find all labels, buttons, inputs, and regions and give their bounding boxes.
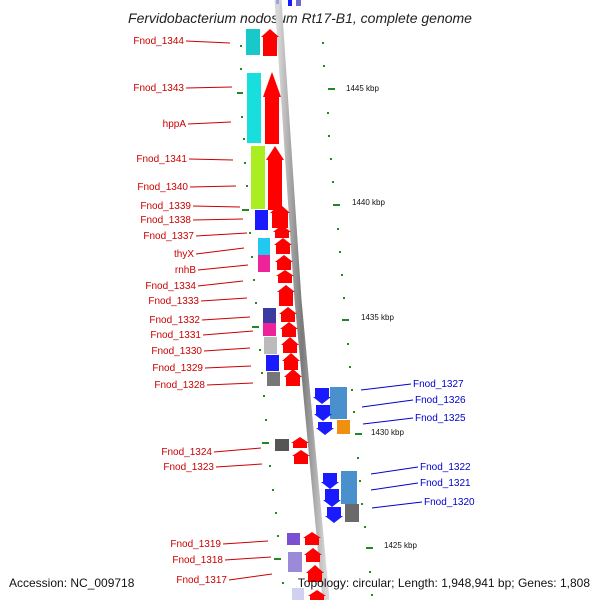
reverse-genes (313, 388, 343, 523)
orf-box[interactable] (330, 387, 347, 419)
gene-label[interactable]: thyX (174, 249, 194, 260)
top-edge-features (276, 0, 301, 6)
gene-label[interactable]: Fnod_1332 (149, 315, 200, 326)
gene-label[interactable]: Fnod_1326 (415, 395, 466, 406)
orf-box[interactable] (251, 146, 265, 209)
orf-box[interactable] (263, 323, 276, 336)
orf-box[interactable] (258, 238, 270, 255)
gene-label[interactable]: Fnod_1341 (136, 154, 187, 165)
gene-label[interactable]: Fnod_1331 (150, 330, 201, 341)
gene-label[interactable]: Fnod_1330 (151, 346, 202, 357)
gene-label[interactable]: Fnod_1324 (161, 447, 212, 458)
orf-box[interactable] (337, 420, 350, 434)
scale-label: 1430 kbp (371, 428, 404, 437)
gene-arrow[interactable] (303, 532, 321, 545)
gene-label[interactable]: Fnod_1323 (163, 462, 214, 473)
gene-label[interactable]: Fnod_1321 (420, 478, 471, 489)
gene-label[interactable]: rnhB (175, 265, 196, 276)
scale-ticks (237, 42, 373, 596)
scale-label: 1425 kbp (384, 541, 417, 550)
orf-box[interactable] (287, 533, 300, 545)
gene-label[interactable]: Fnod_1334 (145, 281, 196, 292)
gene-label[interactable]: Fnod_1327 (413, 379, 464, 390)
gene-label[interactable]: Fnod_1329 (152, 363, 203, 374)
scale-label: 1440 kbp (352, 198, 385, 207)
gene-arrow[interactable] (321, 473, 339, 489)
gene-label[interactable]: Fnod_1318 (172, 555, 223, 566)
gene-label[interactable]: Fnod_1317 (176, 575, 227, 586)
gene-label[interactable]: Fnod_1319 (170, 539, 221, 550)
forward-genes (261, 29, 326, 600)
gene-label[interactable]: Fnod_1337 (143, 231, 194, 242)
scale-label: 1445 kbp (346, 84, 379, 93)
genome-info-text: Topology: circular; Length: 1,948,941 bp… (298, 576, 591, 590)
gene-arrow[interactable] (291, 437, 309, 448)
orf-box[interactable] (266, 355, 279, 371)
orf-box[interactable] (267, 372, 280, 386)
gene-label[interactable]: Fnod_1340 (137, 182, 188, 193)
gene-label[interactable]: Fnod_1325 (415, 413, 466, 424)
orf-box[interactable] (255, 210, 268, 230)
gene-arrow[interactable] (263, 72, 281, 144)
gene-arrow[interactable] (276, 270, 294, 283)
left-gene-labels: Fnod_1344 Fnod_1343 hppA Fnod_1341 Fnod_… (133, 36, 273, 586)
gene-arrow[interactable] (313, 388, 331, 404)
gene-arrow[interactable] (325, 507, 343, 523)
orf-box[interactable] (258, 255, 270, 272)
gene-label[interactable]: Fnod_1320 (424, 497, 475, 508)
gene-arrow[interactable] (275, 255, 293, 270)
gene-arrow[interactable] (314, 405, 332, 421)
gene-label[interactable]: Fnod_1338 (140, 215, 191, 226)
gene-arrow[interactable] (266, 146, 284, 210)
gene-arrow[interactable] (306, 565, 324, 582)
gene-arrow[interactable] (323, 489, 341, 507)
orf-box[interactable] (263, 308, 276, 323)
orf-box[interactable] (247, 73, 261, 143)
gene-arrow[interactable] (270, 204, 290, 228)
orf-box[interactable] (288, 552, 302, 572)
gene-arrow[interactable] (281, 337, 299, 353)
accession-text: Accession: NC_009718 (9, 576, 135, 590)
orf-box[interactable] (345, 504, 359, 522)
gene-arrow[interactable] (280, 322, 298, 337)
gene-label[interactable]: hppA (163, 119, 187, 130)
gene-arrow[interactable] (284, 369, 302, 386)
gene-arrow[interactable] (279, 307, 297, 322)
scale-label: 1435 kbp (361, 313, 394, 322)
orf-box[interactable] (264, 337, 277, 354)
gene-arrow[interactable] (273, 225, 291, 238)
map-title: Fervidobacterium nodosum Rt17-B1, comple… (128, 10, 472, 26)
gene-arrow[interactable] (274, 238, 292, 254)
orf-track (246, 29, 359, 600)
gene-label[interactable]: Fnod_1328 (154, 380, 205, 391)
chromosome-backbone (274, 0, 330, 600)
gene-arrow[interactable] (261, 29, 279, 56)
gene-arrow[interactable] (292, 450, 310, 464)
gene-arrow[interactable] (304, 548, 322, 562)
gene-arrow[interactable] (308, 590, 326, 600)
scale-labels: 1445 kbp 1440 kbp 1435 kbp 1430 kbp 1425… (346, 84, 417, 550)
gene-label[interactable]: Fnod_1344 (133, 36, 184, 47)
gene-label[interactable]: Fnod_1343 (133, 83, 184, 94)
orf-box[interactable] (341, 471, 357, 504)
orf-box[interactable] (246, 29, 260, 55)
gene-arrow[interactable] (282, 353, 300, 370)
gene-label[interactable]: Fnod_1339 (140, 201, 191, 212)
orf-box[interactable] (292, 588, 304, 600)
gene-label[interactable]: Fnod_1322 (420, 462, 471, 473)
right-gene-labels: Fnod_1327 Fnod_1326 Fnod_1325 Fnod_1322 … (360, 379, 475, 509)
gene-arrow[interactable] (316, 422, 334, 435)
gene-label[interactable]: Fnod_1333 (148, 296, 199, 307)
gene-arrow[interactable] (277, 285, 295, 306)
orf-box[interactable] (275, 439, 289, 451)
